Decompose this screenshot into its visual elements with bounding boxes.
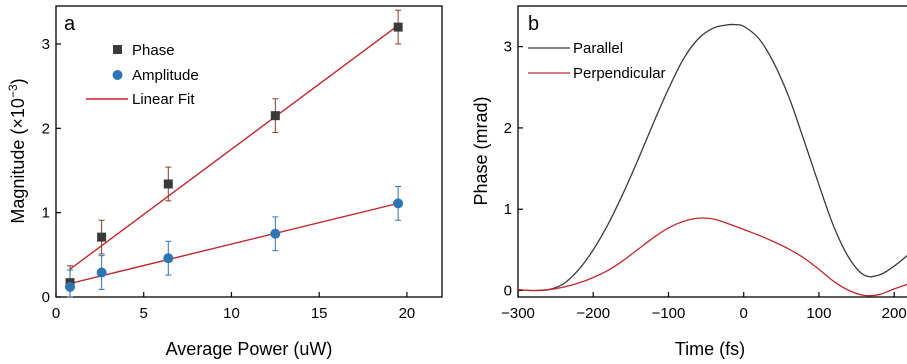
plot-frame-a <box>55 5 443 298</box>
ticks-b: −300 −200 −100 0 100 200 0 1 2 3 <box>501 39 907 322</box>
legend-label-fit: Linear Fit <box>132 91 195 108</box>
fit-line-0 <box>69 24 399 270</box>
point-phase-4 <box>393 22 403 32</box>
legend-b: Parallel Perpendicular <box>528 40 666 82</box>
x-tick-label-b-3: 0 <box>740 305 748 322</box>
y-tick-label-b-1: 1 <box>504 201 512 218</box>
y-axis-title-a: Magnitude (×10−3) <box>6 78 28 223</box>
y-tick-label-a-3: 3 <box>42 36 50 53</box>
y-axis-title-b: Phase (mrad) <box>471 96 491 205</box>
plot-frame-b <box>517 5 907 298</box>
legend-swatch-amplitude <box>112 70 123 80</box>
x-tick-label-b-0: −300 <box>501 305 535 322</box>
point-phase-1 <box>97 232 107 242</box>
y-tick-label-b-3: 3 <box>504 39 512 56</box>
point-phase-3 <box>270 111 280 121</box>
x-axis-title-b: Time (fs) <box>675 339 745 359</box>
series-lines-b <box>517 23 907 297</box>
x-tick-label-b-4: 100 <box>806 305 831 322</box>
legend-label-phase: Phase <box>132 42 175 59</box>
point-amplitude-3 <box>270 228 281 239</box>
panel-a: 0 5 10 15 20 0 1 2 3 a Phase Amplitude Linear Fi… <box>6 5 443 359</box>
x-tick-label-a-4: 20 <box>399 305 416 322</box>
y-tick-label-b-2: 2 <box>504 120 512 137</box>
point-phase-2 <box>163 179 173 189</box>
legend-swatch-phase <box>113 45 122 54</box>
series-line-parallel <box>517 23 907 292</box>
point-amplitude-2 <box>163 253 174 264</box>
fit-lines-a <box>69 24 399 285</box>
legend-label-amplitude: Amplitude <box>132 67 199 84</box>
x-tick-label-b-5: 200 <box>882 305 907 322</box>
legend-a: Phase Amplitude Linear Fit <box>86 42 199 108</box>
point-amplitude-0 <box>65 281 76 292</box>
y-tick-label-a-2: 2 <box>42 120 50 137</box>
fit-line-1 <box>69 202 399 285</box>
x-tick-label-b-2: −100 <box>652 305 686 322</box>
x-tick-label-a-2: 10 <box>223 305 240 322</box>
legend-label-parallel: Parallel <box>573 40 623 57</box>
x-tick-label-a-1: 5 <box>140 305 148 322</box>
y-tick-label-a-1: 1 <box>42 205 50 222</box>
y-tick-label-b-0: 0 <box>504 282 512 299</box>
legend-label-perpendicular: Perpendicular <box>573 65 666 82</box>
data-points-a <box>65 22 404 292</box>
point-amplitude-4 <box>393 198 404 209</box>
x-axis-title-a: Average Power (uW) <box>166 339 333 359</box>
x-tick-label-a-0: 0 <box>52 305 60 322</box>
panel-b: −300 −200 −100 0 100 200 0 1 2 3 b Parallel Perpe… <box>471 5 907 359</box>
x-tick-label-b-1: −200 <box>576 305 610 322</box>
ticks-a: 0 5 10 15 20 0 1 2 3 <box>42 36 416 322</box>
x-tick-label-a-3: 15 <box>311 305 328 322</box>
panel-label-a: a <box>64 13 76 35</box>
point-amplitude-1 <box>96 267 107 278</box>
series-line-perpendicular <box>517 217 907 297</box>
y-tick-label-a-0: 0 <box>42 289 50 306</box>
panel-label-b: b <box>528 13 539 35</box>
